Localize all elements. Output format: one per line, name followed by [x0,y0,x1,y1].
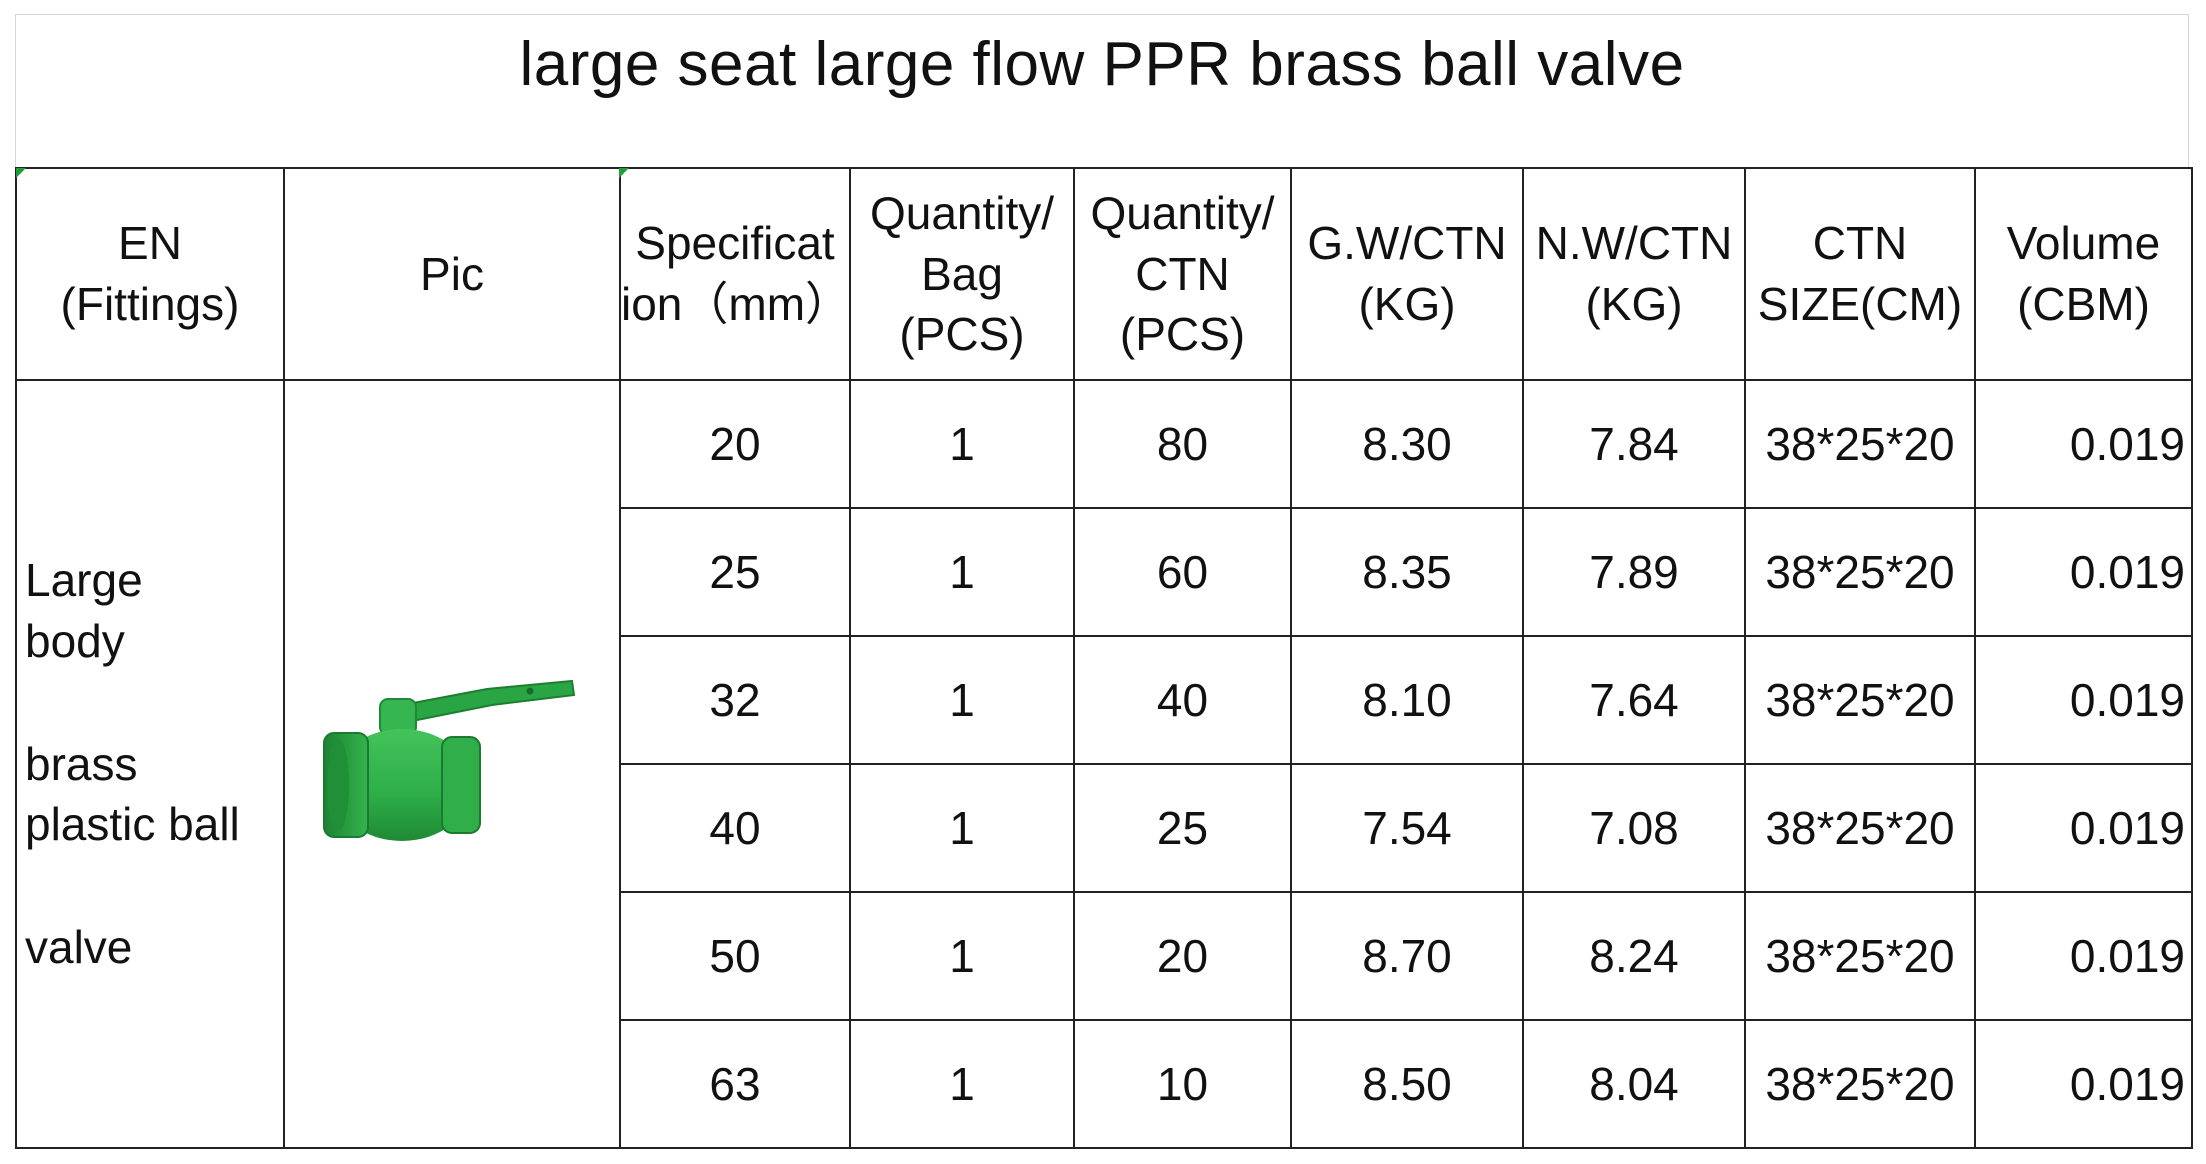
header-qty-bag-line: (PCS) [899,308,1025,361]
header-en-line: EN [118,217,182,270]
gw-cell: 8.10 [1290,635,1524,765]
cell-marker-icon [16,168,26,178]
header-en-line: (Fittings) [60,278,240,330]
gw-cell: 8.70 [1290,891,1524,1021]
header-spec-line: ion（mm） [621,278,852,330]
header-qty-ctn: Quantity/ CTN (PCS) [1073,167,1292,381]
ctn-size-cell: 38*25*20 [1744,507,1976,637]
spec-cell: 32 [619,635,851,765]
header-nw-line: (KG) [1585,278,1683,330]
nw-cell: 8.24 [1522,891,1746,1021]
volume-cell: 0.019 [1974,635,2193,765]
gw-cell: 7.54 [1290,763,1524,893]
gw-cell: 8.30 [1290,379,1524,509]
header-ctn-size: CTN SIZE(CM) [1744,167,1976,381]
product-name-cell: Large body brass plastic ball valve [15,379,285,1149]
ctn-size-cell: 38*25*20 [1744,763,1976,893]
product-name-line: body [25,614,125,667]
product-name-line: plastic ball [25,798,240,851]
header-volume-line: (CBM) [2017,278,2150,330]
header-qty-ctn-line: Quantity/ [1090,186,1275,239]
ctn-size-cell: 38*25*20 [1744,1019,1976,1149]
qty-ctn-cell: 25 [1073,763,1292,893]
volume-cell: 0.019 [1974,891,2193,1021]
product-name-line: brass [25,737,138,790]
nw-cell: 7.89 [1522,507,1746,637]
qty-ctn-cell: 10 [1073,1019,1292,1149]
page-title: large seat large flow PPR brass ball val… [519,30,1685,99]
header-nw-line: N.W/CTN [1535,217,1733,270]
nw-cell: 7.84 [1522,379,1746,509]
product-picture-cell [283,379,621,1149]
table-row: 50 1 20 8.70 8.24 38*25*20 0.019 [16,891,2193,1021]
product-name-line: Large [25,554,143,607]
spec-cell: 25 [619,507,851,637]
header-qty-bag-line: Quantity/ [869,186,1055,239]
spec-cell: 50 [619,891,851,1021]
gw-cell: 8.50 [1290,1019,1524,1149]
green-ppr-ball-valve-icon [323,679,576,841]
header-row: EN (Fittings) Pic Specificat ion（mm） Qua… [15,167,2193,381]
cell-marker-icon [619,168,629,178]
volume-cell: 0.019 [1974,763,2193,893]
spec-cell: 40 [619,763,851,893]
spec-sheet: large seat large flow PPR brass ball val… [15,14,2193,1150]
title-box: large seat large flow PPR brass ball val… [15,14,2189,167]
nw-cell: 8.04 [1522,1019,1746,1149]
qty-bag-cell: 1 [849,763,1075,893]
qty-ctn-cell: 20 [1073,891,1292,1021]
header-qty-bag-line: Bag [921,247,1003,300]
table-row: Large body brass plastic ball valve [15,379,2193,1149]
product-name-spacer [25,855,283,917]
header-nw: N.W/CTN (KG) [1522,167,1746,381]
table-row: 40 1 25 7.54 7.08 38*25*20 0.019 [16,763,2193,893]
header-en: EN (Fittings) [15,167,285,381]
header-gw: G.W/CTN (KG) [1290,167,1524,381]
header-gw-line: (KG) [1358,278,1456,330]
header-gw-line: G.W/CTN [1307,217,1507,270]
spec-table: EN (Fittings) Pic Specificat ion（mm） Qua… [15,167,2193,1149]
volume-cell: 0.019 [1974,379,2193,509]
product-name-spacer [25,672,283,734]
header-ctn-size-line: SIZE(CM) [1757,278,1963,330]
header-ctn-size-line: CTN [1812,217,1908,270]
header-volume-line: Volume [2006,217,2161,270]
nw-cell: 7.08 [1522,763,1746,893]
header-pic-line: Pic [420,247,484,300]
table-row: 25 1 60 8.35 7.89 38*25*20 0.019 [16,507,2193,637]
volume-cell: 0.019 [1974,507,2193,637]
header-qty-bag: Quantity/ Bag (PCS) [849,167,1075,381]
header-pic: Pic [283,167,621,381]
header-spec-line: Specificat [635,217,835,270]
gw-cell: 8.35 [1290,507,1524,637]
qty-bag-cell: 1 [849,507,1075,637]
product-name-line: valve [25,921,133,974]
qty-bag-cell: 1 [849,379,1075,509]
ctn-size-cell: 38*25*20 [1744,891,1976,1021]
ctn-size-cell: 38*25*20 [1744,379,1976,509]
header-spec: Specificat ion（mm） [619,167,852,381]
qty-bag-cell: 1 [849,1019,1075,1149]
qty-bag-cell: 1 [849,891,1075,1021]
header-qty-ctn-line: CTN [1135,247,1230,300]
qty-ctn-cell: 60 [1073,507,1292,637]
qty-ctn-cell: 80 [1073,379,1292,509]
spec-cell: 63 [619,1019,851,1149]
qty-ctn-cell: 40 [1073,635,1292,765]
ctn-size-cell: 38*25*20 [1744,635,1976,765]
spec-cell: 20 [619,379,851,509]
qty-bag-cell: 1 [849,635,1075,765]
nw-cell: 7.64 [1522,635,1746,765]
header-qty-ctn-line: (PCS) [1119,308,1246,361]
volume-cell: 0.019 [1974,1019,2193,1149]
header-volume: Volume (CBM) [1974,167,2193,381]
table-row: 63 1 10 8.50 8.04 38*25*20 0.019 [16,1019,2193,1149]
table-row: 32 1 40 8.10 7.64 38*25*20 0.019 [16,635,2193,765]
